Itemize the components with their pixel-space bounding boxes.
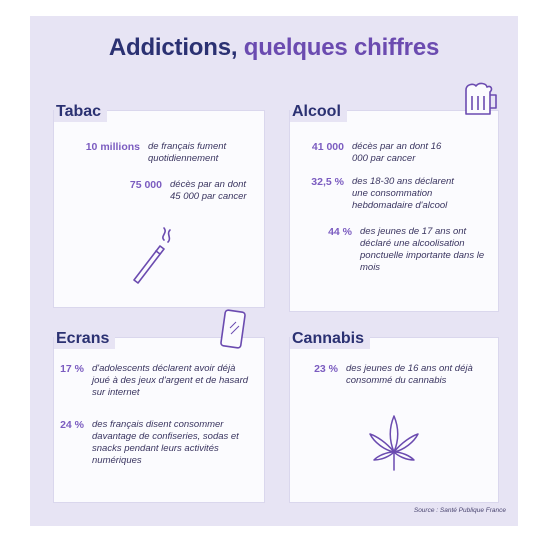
stat-text: décès par an dont 16 000 par cancer [352, 141, 442, 164]
alcool-stat-3: 44 % des jeunes de 17 ans ont déclaré un… [290, 226, 496, 274]
stat-value: 24 % [60, 419, 84, 431]
ecrans-stat-1: 17 % d'adolescents déclarent avoir déjà … [54, 363, 264, 399]
stat-text: décès par an dont 45 000 par cancer [170, 179, 247, 202]
ecrans-stat-2: 24 % des français disent consommer davan… [54, 419, 264, 467]
cigarette-icon [133, 227, 171, 284]
stat-text: des 18-30 ans déclarent une consommation… [352, 176, 454, 211]
cannabis-stat-1: 23 % des jeunes de 16 ans ont déjà conso… [290, 363, 496, 387]
beer-mug-icon [465, 82, 497, 115]
cannabis-title: Cannabis [290, 329, 371, 349]
alcool-stat-1: 41 000 décès par an dont 16 000 par canc… [290, 141, 496, 165]
source-credit: Source : Santé Publique France [413, 507, 506, 514]
tabac-title: Tabac [54, 102, 108, 122]
stat-text: d'adolescents déclarent avoir déjà joué … [92, 363, 249, 398]
alcool-card [290, 111, 498, 311]
infographic-poster: Addictions, quelques chiffres Tabac 10 m… [30, 16, 518, 526]
ecrans-card [54, 338, 264, 502]
stat-text: des jeunes de 16 ans ont déjà consommé d… [346, 363, 473, 386]
cannabis-card [290, 338, 498, 502]
tabac-card [54, 111, 264, 307]
stat-value: 17 % [60, 363, 84, 375]
stat-value: 44 % [328, 226, 352, 238]
stat-value: 10 millions [85, 141, 140, 153]
page-title: Addictions, quelques chiffres [30, 34, 518, 62]
stat-value: 23 % [314, 363, 338, 375]
stat-text: des jeunes de 17 ans ont déclaré une alc… [360, 226, 485, 273]
tabac-stat-1: 10 millions de français fument quotidien… [54, 141, 254, 165]
title-part-1: Addictions, [108, 34, 238, 61]
smartphone-icon [220, 309, 246, 349]
ecrans-title: Ecrans [54, 329, 116, 349]
title-part-2: quelques chiffres [243, 34, 440, 61]
stat-value: 32,5 % [311, 176, 344, 188]
cannabis-leaf-icon [369, 415, 419, 471]
stat-value: 75 000 [129, 179, 162, 191]
stat-value: 41 000 [311, 141, 344, 153]
stat-text: des français disent consommer davantage … [92, 419, 239, 466]
tabac-stat-2: 75 000 décès par an dont 45 000 par canc… [54, 179, 254, 203]
alcool-title: Alcool [290, 102, 347, 122]
stat-text: de français fument quotidiennement [148, 141, 227, 164]
alcool-stat-2: 32,5 % des 18-30 ans déclarent une conso… [290, 176, 496, 212]
